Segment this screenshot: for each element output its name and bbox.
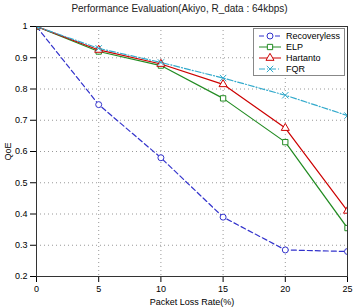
- html-text:FQR: FQR: [286, 63, 305, 74]
- svg-text:QoE: QoE: [3, 142, 13, 160]
- svg-text:10: 10: [156, 284, 166, 294]
- svg-text:0.4: 0.4: [15, 209, 28, 219]
- svg-text:20: 20: [280, 284, 290, 294]
- html-text:Performance Evaluation(Akiyo,: Performance Evaluation(Akiyo, R_data : 6…: [71, 3, 288, 14]
- svg-text:0.9: 0.9: [15, 53, 28, 63]
- svg-text:0.5: 0.5: [15, 178, 28, 188]
- html-text:Recoveryless: Recoveryless: [286, 30, 340, 41]
- html-text:Hartanto: Hartanto: [286, 52, 321, 63]
- svg-text:Packet Loss Rate(%): Packet Loss Rate(%): [150, 297, 235, 307]
- svg-text:0.3: 0.3: [15, 240, 28, 250]
- svg-text:0.2: 0.2: [15, 271, 28, 281]
- svg-text:0.7: 0.7: [15, 115, 28, 125]
- html-text:ELP: ELP: [286, 41, 303, 52]
- svg-text:0: 0: [34, 284, 39, 294]
- svg-text:0.6: 0.6: [15, 146, 28, 156]
- svg-text:25: 25: [342, 284, 352, 294]
- svg-text:5: 5: [96, 284, 101, 294]
- svg-text:0.8: 0.8: [15, 84, 28, 94]
- svg-text:15: 15: [218, 284, 228, 294]
- svg-text:1: 1: [22, 21, 27, 31]
